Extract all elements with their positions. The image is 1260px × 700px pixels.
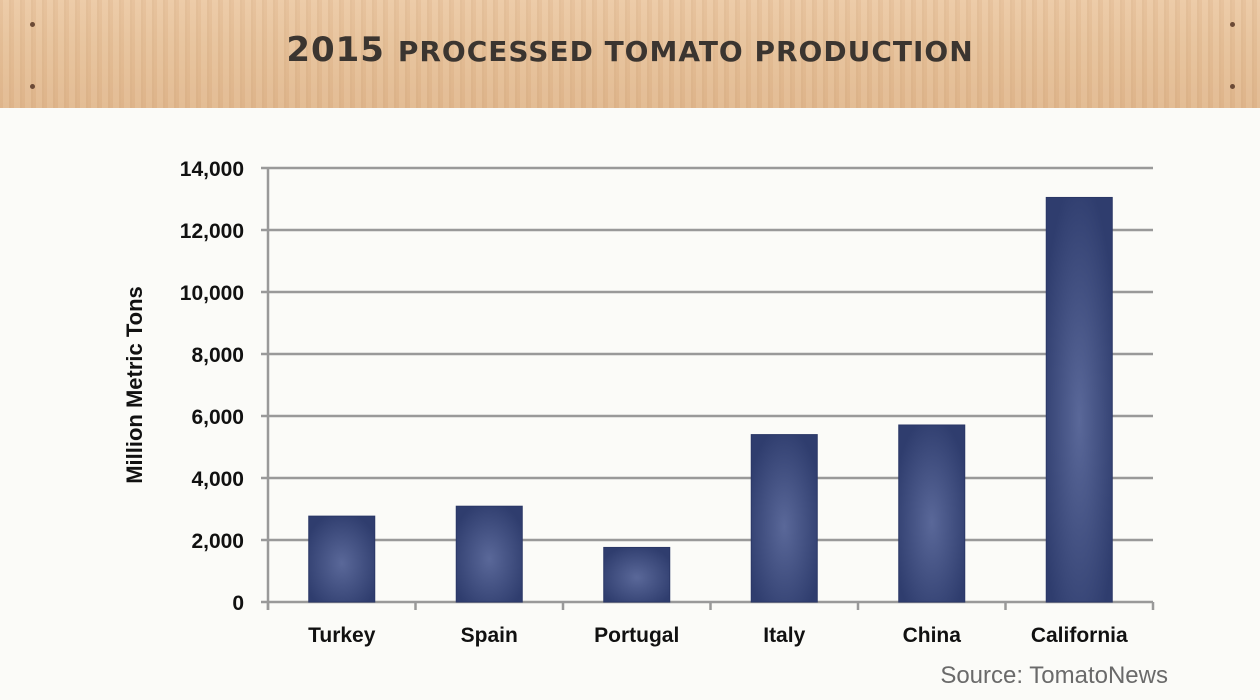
y-tick-label: 2,000	[191, 530, 244, 553]
chart-title: 2015 PROCESSED TOMATO PRODUCTION	[0, 30, 1260, 70]
x-tick-label: Italy	[763, 624, 805, 647]
nail-icon	[1230, 84, 1235, 89]
y-tick-label: 14,000	[180, 158, 244, 181]
bar-spain	[455, 505, 523, 603]
nail-icon	[1230, 22, 1235, 27]
x-tick-label: Portugal	[594, 624, 679, 647]
nail-icon	[30, 22, 35, 27]
wood-banner: 2015 PROCESSED TOMATO PRODUCTION	[0, 0, 1260, 108]
bar-italy	[750, 434, 818, 603]
x-tick-label: California	[1031, 624, 1128, 647]
bar-portugal	[603, 546, 671, 603]
bar-california	[1045, 196, 1113, 603]
nail-icon	[30, 84, 35, 89]
y-axis-label: Million Metric Tons	[122, 286, 147, 484]
source-note: Source: TomatoNews	[940, 662, 1168, 689]
x-tick-label: Spain	[461, 624, 518, 647]
x-tick-label: Turkey	[308, 624, 376, 647]
y-tick-label: 0	[232, 592, 244, 615]
y-tick-label: 12,000	[180, 220, 244, 243]
bar-china	[898, 424, 966, 603]
bar-turkey	[308, 515, 376, 603]
y-tick-label: 6,000	[191, 406, 244, 429]
x-tick-label: China	[903, 624, 962, 647]
title-year: 2015	[286, 30, 385, 70]
title-text: PROCESSED TOMATO PRODUCTION	[397, 35, 974, 68]
y-tick-label: 4,000	[191, 468, 244, 491]
y-tick-label: 8,000	[191, 344, 244, 367]
y-tick-label: 10,000	[180, 282, 244, 305]
